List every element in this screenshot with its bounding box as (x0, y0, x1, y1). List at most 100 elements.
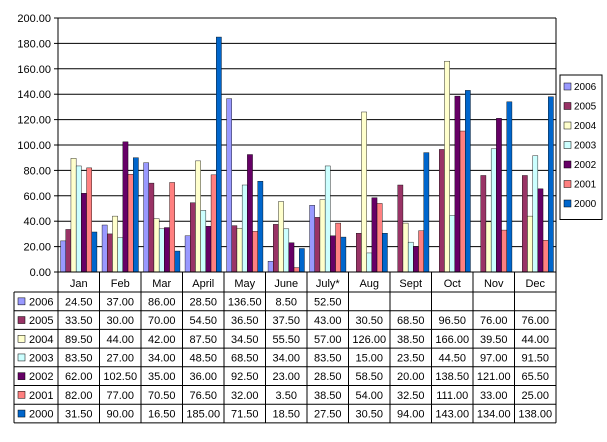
legend-swatch (563, 82, 572, 91)
bar (70, 158, 77, 273)
bar (444, 60, 450, 273)
table-cell-value: 55.50 (272, 334, 300, 346)
bar (169, 182, 175, 273)
table-cell-value: 38.50 (397, 334, 425, 346)
bar (402, 222, 409, 273)
legend-label: 2002 (574, 160, 597, 171)
bar (314, 217, 321, 273)
bar (288, 242, 295, 273)
table-cell-value: 8.50 (276, 296, 297, 308)
table-cell-value: 138.50 (435, 371, 469, 383)
bar (101, 224, 108, 273)
bar (449, 215, 456, 273)
table-cell-value: 70.00 (148, 315, 176, 327)
table-series-label: 2006 (29, 296, 53, 308)
bar (465, 90, 471, 273)
table-cell-value: 136.50 (228, 296, 262, 308)
bar (226, 98, 232, 273)
table-cell-value: 28.50 (314, 371, 342, 383)
x-category-label: April (192, 278, 214, 290)
y-tick-label: 200.00 (17, 13, 51, 25)
legend-label: 2001 (574, 180, 597, 191)
bar (273, 224, 279, 273)
table-cell-value: 44.00 (521, 334, 549, 346)
bar (107, 233, 113, 273)
y-tick-label: 80.00 (23, 165, 51, 177)
gridlines (58, 17, 556, 248)
y-tick-label: 0.00 (30, 267, 51, 279)
x-category-label: June (274, 278, 298, 290)
table-cell-value: 76.50 (189, 390, 217, 402)
x-category-label: Dec (525, 278, 545, 290)
table-cell-value: 34.00 (148, 352, 176, 364)
bar (537, 188, 544, 273)
table-cell-value: 52.50 (314, 296, 342, 308)
bar (293, 267, 300, 273)
table-cell-value: 83.50 (314, 352, 342, 364)
table-legend-key (17, 353, 26, 362)
legend-swatch (563, 141, 572, 149)
bar (480, 175, 487, 273)
y-tick-label: 160.00 (17, 64, 51, 76)
bar (184, 235, 191, 273)
table-cell-value: 36.50 (231, 315, 259, 327)
table-cell-value: 94.00 (397, 409, 425, 421)
table-cell-value: 28.50 (189, 296, 217, 308)
table-cell-value: 24.50 (65, 296, 93, 308)
bar (376, 203, 383, 273)
bar (148, 182, 155, 273)
table-series-label: 2001 (29, 390, 53, 402)
bar (81, 193, 87, 273)
bar (122, 141, 129, 273)
table-legend-key (17, 316, 26, 324)
bar (496, 118, 502, 273)
bar (133, 157, 139, 273)
table-cell-value: 92.50 (231, 371, 259, 383)
legend-swatch (563, 199, 572, 208)
bar (190, 202, 196, 273)
bar (309, 205, 315, 273)
table-cell-value: 44.50 (438, 352, 466, 364)
bar (542, 240, 549, 273)
y-tick-label: 140.00 (17, 89, 51, 101)
legend-label: 2005 (574, 102, 597, 113)
bar (324, 165, 331, 273)
x-category-label: Sept (399, 278, 422, 290)
y-tick-label: 20.00 (23, 242, 51, 254)
table-legend-key (17, 372, 26, 380)
bar (397, 184, 404, 273)
legend-swatch (563, 160, 572, 169)
bar (382, 233, 388, 273)
table-cell-value: 39.50 (480, 334, 508, 346)
table-cell-value: 48.50 (189, 352, 217, 364)
table-series-label: 2000 (29, 409, 53, 421)
table-cell-value: 54.50 (189, 315, 217, 327)
x-category-label: Jan (70, 278, 88, 290)
x-category-label: Feb (111, 278, 130, 290)
table-cell-value: 32.00 (231, 390, 259, 402)
bar (205, 226, 212, 273)
legend-label: 2003 (574, 141, 597, 152)
table-cell-value: 30.00 (106, 315, 134, 327)
table-cell-value: 77.00 (106, 390, 134, 402)
table-cell-value: 71.50 (231, 409, 259, 421)
table-cell-value: 89.50 (65, 334, 93, 346)
x-category-label: May (234, 278, 255, 290)
bar (501, 229, 507, 273)
bar (158, 228, 165, 273)
table-cell-value: 126.00 (352, 334, 386, 346)
table-cell-value: 32.50 (397, 390, 425, 402)
bar (459, 130, 466, 273)
legend: 2006 2005 2004 2003 2002 2001 2000 (559, 74, 603, 220)
table-legend-key (17, 391, 26, 399)
table-cell-value: 68.50 (397, 315, 425, 327)
y-tick-label: 180.00 (17, 38, 51, 50)
table-cell-value: 20.00 (397, 371, 425, 383)
bar (112, 215, 118, 273)
table-cell-value: 34.50 (231, 334, 259, 346)
bar (252, 231, 258, 273)
table-cell-value: 25.00 (521, 390, 549, 402)
bar (418, 230, 424, 273)
bar (75, 165, 82, 273)
table-cell-value: 36.00 (189, 371, 217, 383)
